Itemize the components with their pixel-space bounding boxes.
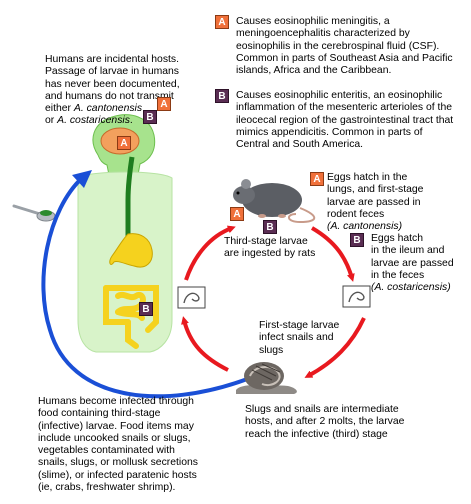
badge-a-rat: A [310, 172, 324, 186]
badge-a: A [215, 15, 229, 29]
larva-box-third-stage [177, 286, 206, 309]
rat-icon [233, 179, 316, 224]
badge-a-near-rat: A [230, 207, 244, 221]
red-arrow-snail-to-larva [181, 316, 229, 372]
humans-infected-note: Humans become infected through food cont… [38, 396, 198, 494]
humans-incidental-note: Humans are incidental hosts. Passage of … [45, 54, 180, 127]
third-stage-rats-note: Third-stage larvae are ingested by rats [224, 236, 316, 260]
esophagus [125, 156, 135, 236]
species-a-cantonensis: A. cantonensis [73, 103, 143, 115]
first-stage-snails-note: First-stage larvae infect snails and slu… [259, 320, 340, 356]
legend-a-text: Causes eosinophilic meningitis, a mening… [236, 16, 453, 77]
spoon-with-food-icon [12, 204, 56, 222]
blue-infection-arrow [41, 176, 251, 399]
badge-b-humans: B [143, 110, 157, 124]
badge-a-brain: A [117, 136, 131, 150]
snail-icon [236, 362, 297, 394]
species-a-costaricensis: A. costaricensis [57, 115, 130, 127]
red-arrow-feces-to-snail [304, 317, 366, 378]
slugs-intermediate-note: Slugs and snails are intermediate hosts,… [245, 404, 405, 440]
stomach [109, 233, 153, 268]
red-arrow-rat-to-feces [310, 226, 355, 282]
red-arrow-larva-to-rat [184, 225, 236, 281]
rat-b-note: Eggs hatch in the ileum and larvae are p… [371, 233, 454, 294]
badge-b-rat: B [350, 233, 364, 247]
intestines [103, 285, 159, 349]
badge-b-intestine: B [139, 302, 153, 316]
badge-a-humans: A [157, 97, 171, 111]
badge-b: B [215, 89, 229, 103]
larva-box-first-stage [342, 285, 371, 308]
rat-a-note: Eggs hatch in the lungs, and first-stage… [327, 172, 424, 233]
legend-b-text: Causes eosinophilic enteritis, an eosino… [236, 90, 454, 151]
blue-arrowhead [72, 170, 92, 188]
badge-b-near-rat: B [263, 220, 277, 234]
